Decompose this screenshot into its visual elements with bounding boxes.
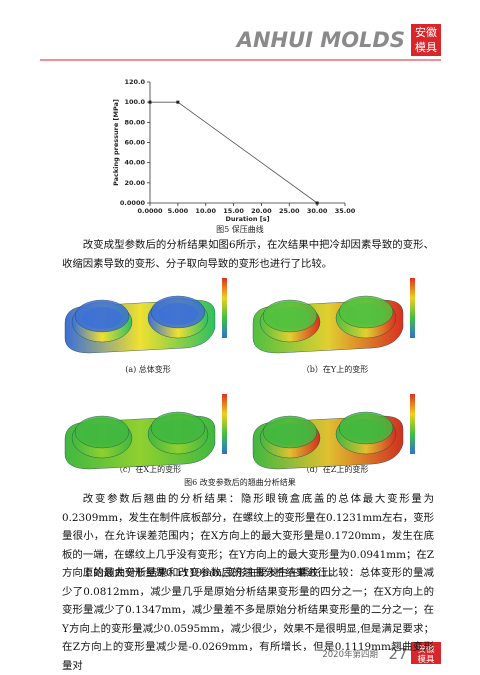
x-tick-label: 35.00 (335, 207, 356, 215)
y-tick-label: 100.0 (124, 98, 145, 106)
panel-caption: （b）在Y上的变形 (302, 364, 368, 374)
x-tick-label: 5.000 (168, 207, 189, 215)
data-line (150, 101, 318, 204)
badge-box (411, 642, 441, 664)
paragraph: 改变成型参数后的分析结果如图6所示，在次结果中把冷却因素导致的变形、收缩因素导致… (62, 239, 434, 270)
panel-caption: （c）在X上的变形 (115, 464, 181, 474)
badge-text: 安徽 (415, 25, 437, 39)
y-tick-label: 40.00 (124, 159, 145, 167)
data-point (176, 100, 180, 104)
page-number: 27 (388, 645, 407, 663)
panel-caption: (a) 总体变形 (125, 364, 171, 374)
badge-box (411, 24, 441, 56)
y-tick-label: 20.00 (124, 179, 145, 187)
cup-inner (82, 307, 122, 329)
color-scale (410, 394, 415, 454)
x-tick-label: 15.00 (223, 207, 244, 215)
x-tick-label: 10.00 (195, 207, 216, 215)
y-tick-label: 120.0 (124, 78, 145, 86)
x-tick-label: 0.0000 (137, 207, 163, 215)
paragraph: 原始翘曲分析结果和改变参数后的翘曲分析结果进行比较：总体变形的量减少了0.081… (62, 567, 434, 672)
part-render (252, 394, 415, 470)
color-scale (410, 278, 415, 338)
part-render (252, 278, 415, 354)
cup-inner (82, 423, 122, 445)
paragraph: 改变参数后翘曲的分析结果：隐形眼镜盒底盖的总体最大变形量为0.2309mm，发生… (62, 493, 434, 579)
cup-inner (346, 303, 386, 325)
cup-inner (270, 307, 310, 329)
badge-text: 模具 (417, 654, 435, 665)
data-point (148, 100, 152, 104)
y-tick-label: 60.00 (124, 139, 145, 147)
badge-text: 模具 (415, 41, 437, 54)
cup-inner (346, 419, 386, 441)
cup-inner (270, 423, 310, 445)
part-render (64, 278, 227, 354)
x-tick-label: 20.00 (251, 207, 272, 215)
y-tick-label: 0.0000 (120, 199, 146, 207)
figure-caption: 图6 改变参数后的翘曲分析结果 (184, 477, 296, 487)
color-scale (222, 278, 227, 338)
part-render (64, 394, 227, 470)
x-tick-label: 30.00 (307, 207, 328, 215)
data-point (315, 201, 319, 205)
y-tick-label: 80.00 (124, 118, 145, 126)
panel-caption: （d）在Z上的变形 (302, 464, 369, 474)
y-axis-label: Packing pressure [MPa] (112, 99, 120, 186)
issue: 2020年第四期 (322, 649, 378, 660)
x-axis-label: Duration [s] (225, 215, 269, 223)
x-tick-label: 25.00 (279, 207, 300, 215)
badge-text: 安徽 (417, 644, 435, 655)
figure-caption: 图5 保压曲线 (216, 224, 264, 234)
cup-inner (158, 303, 198, 325)
color-scale (222, 394, 227, 454)
cup-inner (158, 419, 198, 441)
brand: ANHUI MOLDS (235, 28, 405, 52)
